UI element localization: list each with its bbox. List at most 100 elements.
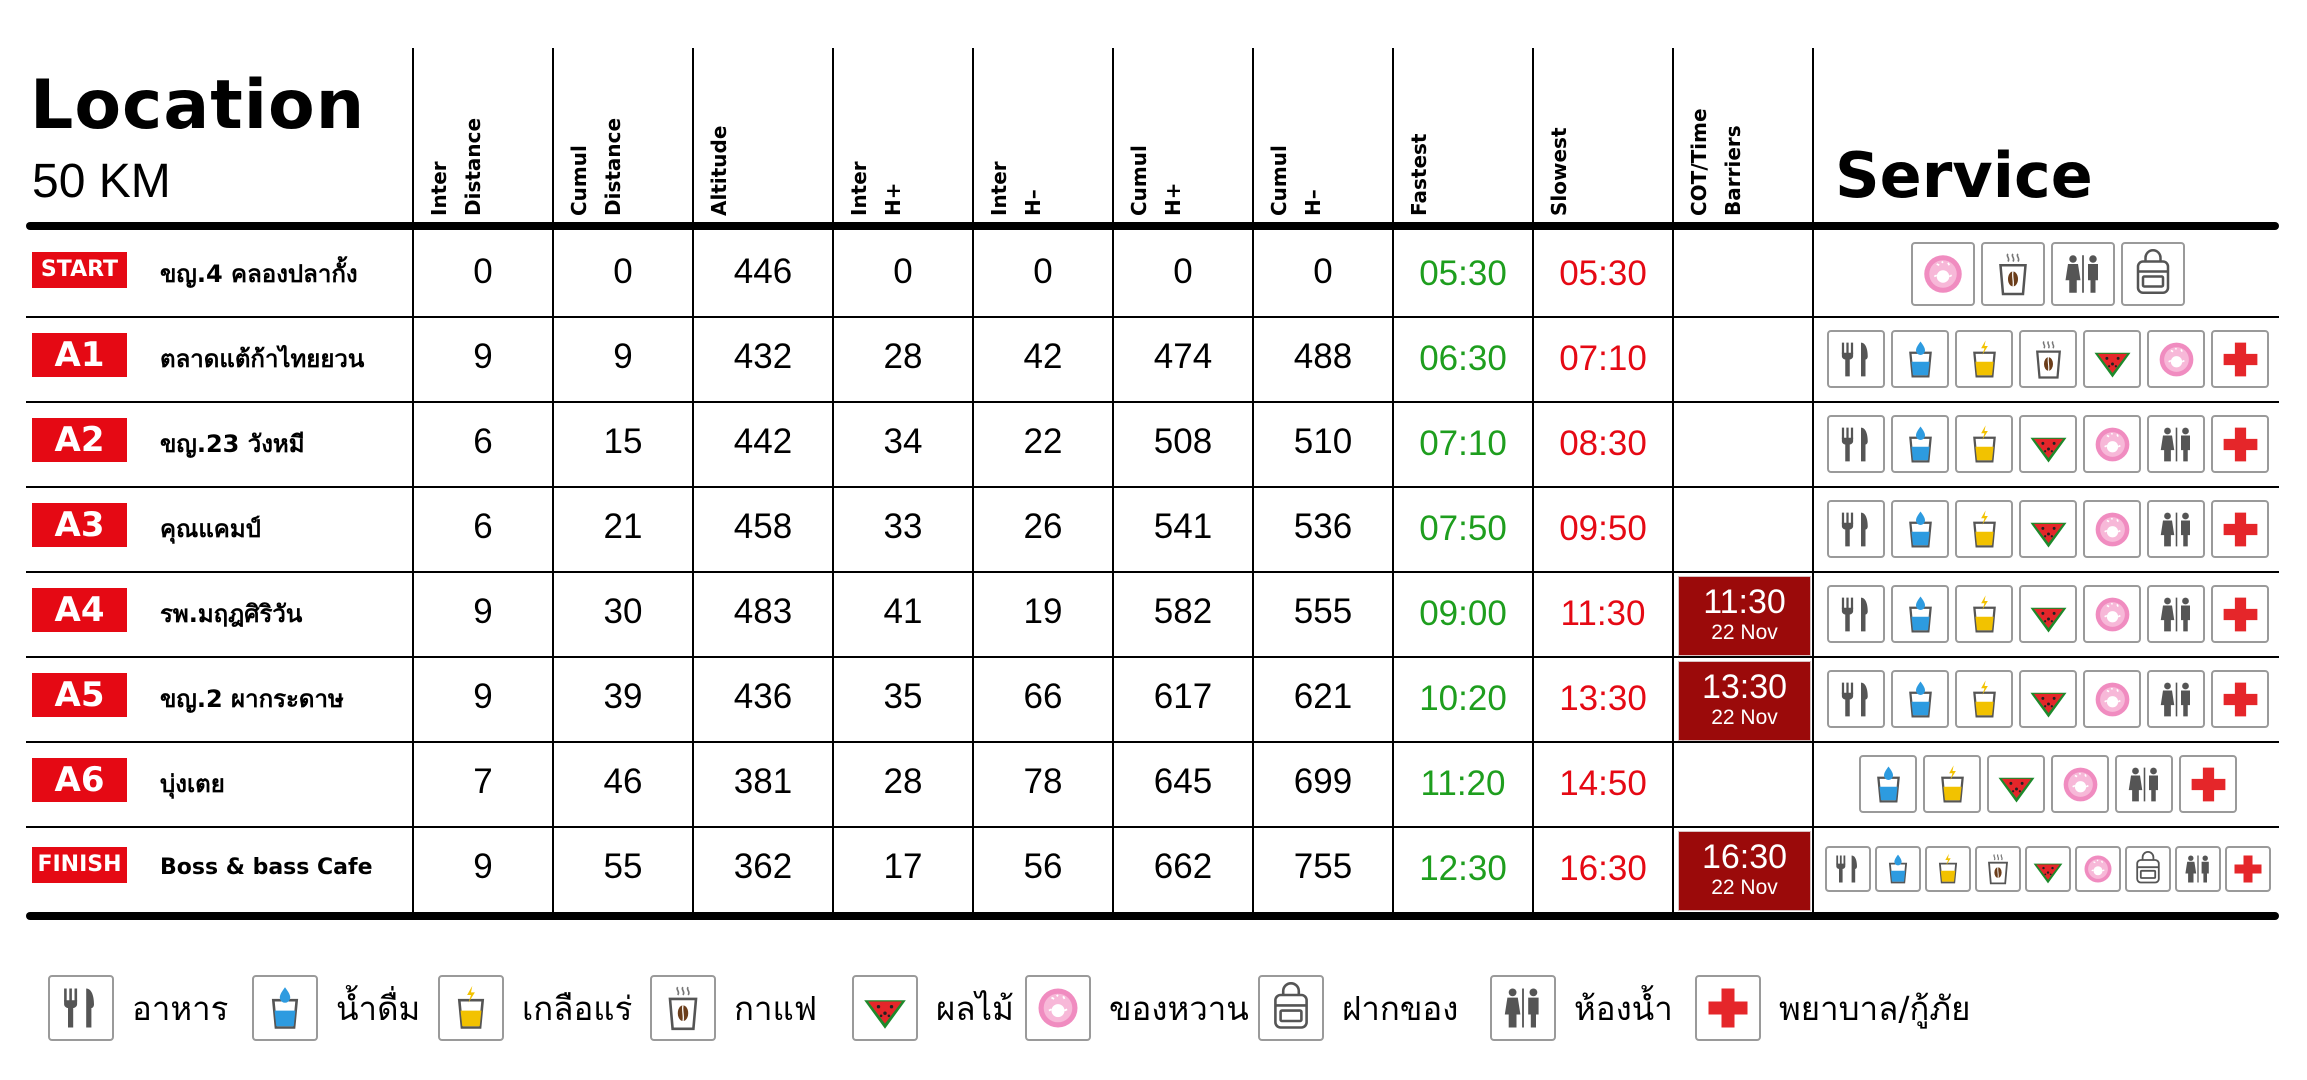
column-header-1: Inter Distance	[422, 48, 562, 216]
column-header-7: Cumul H–	[1262, 48, 1402, 216]
cell-altitude: 483	[733, 592, 793, 631]
cell-cumul-hminus: 0	[1313, 252, 1333, 291]
cell-slowest: 05:30	[1559, 254, 1647, 293]
water-icon	[1859, 755, 1917, 813]
column-divider	[972, 48, 974, 916]
cell-inter-hminus: 42	[1023, 337, 1063, 376]
column-header-line2: H–	[1021, 189, 1045, 216]
cell-cumul-hminus: 536	[1293, 507, 1353, 546]
service-icons	[1827, 670, 2269, 728]
cell-cumul-hplus: 508	[1153, 422, 1213, 461]
cell-inter-hminus: 22	[1023, 422, 1063, 461]
cell-inter-hplus: 17	[883, 847, 923, 886]
column-header-line1: Slowest	[1547, 127, 1571, 216]
cell-inter-hminus: 19	[1023, 592, 1063, 631]
table-row: A1 ตลาดแต้ก้าไทยยวน 9 9 432 28 42 474 488 06:30 07…	[0, 319, 2307, 404]
cot-time-barrier: 16:30 22 Nov	[1678, 831, 1811, 911]
cell-cumul-hplus: 617	[1153, 677, 1213, 716]
legend-label: พยาบาล/กู้ภัย	[1779, 988, 1971, 1028]
legend-label: ผลไม้	[936, 988, 1014, 1028]
table-row: A4 รพ.มฤฎศิริวัน 9 30 483 41 19 582 555 09:00 11:3…	[0, 574, 2307, 659]
food-icon	[1827, 585, 1885, 643]
sweets-icon	[2075, 846, 2121, 892]
coffee-icon	[1975, 846, 2021, 892]
column-header-6: Cumul H+	[1122, 48, 1262, 216]
cell-slowest: 07:10	[1559, 339, 1647, 378]
cell-inter-hplus: 28	[883, 762, 923, 801]
legend-item: น้ำดื่ม	[252, 975, 420, 1041]
table-row: START ขญ.4 คลองปลากั้ง 0 0 446 0 0 0 0 05:30 05:30	[0, 234, 2307, 319]
column-divider	[1672, 48, 1674, 916]
water-icon	[1891, 670, 1949, 728]
cot-time-barrier: 13:30 22 Nov	[1678, 661, 1811, 741]
cell-fastest: 11:20	[1420, 764, 1506, 803]
water-icon	[1891, 500, 1949, 558]
cot-time: 11:30	[1703, 583, 1786, 621]
service-icons	[1827, 330, 2269, 388]
cell-cumul-distance: 39	[603, 677, 643, 716]
cell-cumul-distance: 21	[603, 507, 643, 546]
cell-fastest: 10:20	[1419, 679, 1507, 718]
row-divider	[26, 316, 2279, 318]
column-divider	[832, 48, 834, 916]
sweets-icon	[1911, 242, 1975, 306]
food-icon	[1827, 500, 1885, 558]
checkpoint-badge: START	[32, 252, 127, 288]
service-title: Service	[1835, 139, 2093, 212]
coffee-icon	[1981, 242, 2045, 306]
food-icon	[1825, 846, 1871, 892]
column-header-5: Inter H–	[982, 48, 1122, 216]
cell-altitude: 381	[733, 762, 793, 801]
cell-inter-distance: 6	[473, 422, 493, 461]
row-divider	[26, 826, 2279, 828]
watermelon-icon	[2019, 670, 2077, 728]
column-header-2: Cumul Distance	[562, 48, 702, 216]
water-icon	[252, 975, 318, 1041]
column-divider	[412, 48, 414, 916]
checkpoint-badge: A3	[32, 503, 127, 547]
watermelon-icon	[852, 975, 918, 1041]
legend-label: กาแฟ	[734, 988, 818, 1028]
column-header-line1: Inter	[987, 161, 1011, 216]
cell-cumul-distance: 46	[603, 762, 643, 801]
column-header-line1: Cumul	[1127, 145, 1151, 216]
coffee-icon	[650, 975, 716, 1041]
sweets-icon	[1025, 975, 1091, 1041]
cell-altitude: 446	[733, 252, 793, 291]
first-aid-icon	[2179, 755, 2237, 813]
electrolyte-icon	[1955, 415, 2013, 473]
food-icon	[1827, 670, 1885, 728]
cell-inter-hplus: 35	[883, 677, 923, 716]
watermelon-icon	[2019, 500, 2077, 558]
cell-slowest: 09:50	[1559, 509, 1647, 548]
cell-cumul-hminus: 488	[1293, 337, 1353, 376]
cell-cumul-distance: 30	[603, 592, 643, 631]
cell-fastest: 07:10	[1419, 424, 1507, 463]
toilet-icon	[2147, 415, 2205, 473]
cell-cumul-hplus: 541	[1153, 507, 1213, 546]
cot-date: 22 Nov	[1711, 706, 1778, 729]
electrolyte-icon	[1925, 846, 1971, 892]
toilet-icon	[2175, 846, 2221, 892]
cell-inter-hminus: 0	[1033, 252, 1053, 291]
row-divider	[26, 401, 2279, 403]
cell-fastest: 09:00	[1419, 594, 1507, 633]
cell-inter-distance: 7	[473, 762, 493, 801]
first-aid-icon	[2211, 330, 2269, 388]
toilet-icon	[1490, 975, 1556, 1041]
column-divider	[552, 48, 554, 916]
cell-cumul-hminus: 755	[1293, 847, 1353, 886]
checkpoint-badge: A5	[32, 673, 127, 717]
legend-label: ห้องน้ำ	[1574, 988, 1673, 1028]
cell-inter-hminus: 56	[1023, 847, 1063, 886]
cell-cumul-hplus: 662	[1153, 847, 1213, 886]
legend-item: ฝากของ	[1258, 975, 1458, 1041]
checkpoint-badge: A2	[32, 418, 127, 462]
first-aid-icon	[2211, 500, 2269, 558]
checkpoint-name: ขญ.23 วังหมี	[160, 430, 305, 458]
checkpoint-badge: A1	[32, 333, 127, 377]
column-header-line1: Altitude	[707, 125, 731, 216]
checkpoint-badge: A4	[32, 588, 127, 632]
legend-label: ของหวาน	[1109, 988, 1249, 1028]
row-divider	[26, 656, 2279, 658]
